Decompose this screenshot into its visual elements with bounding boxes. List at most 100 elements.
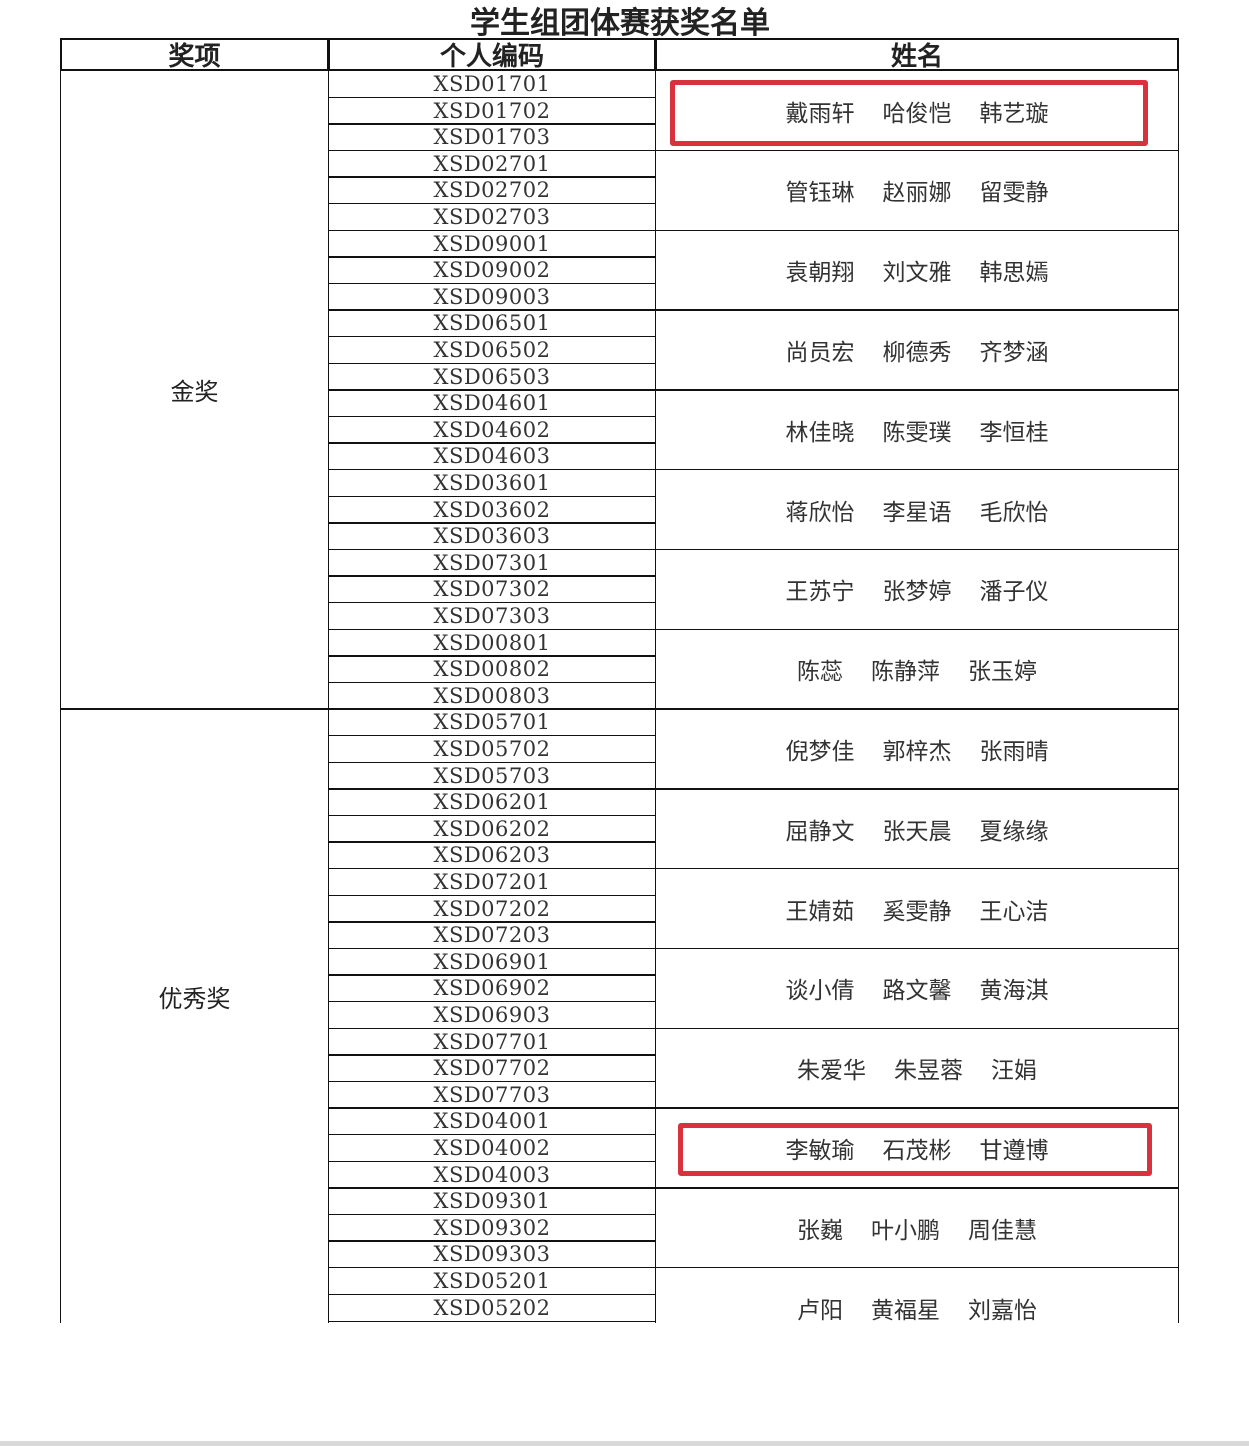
student-name: 刘嘉怡 — [968, 1297, 1037, 1323]
student-name: 朱昱蓉 — [894, 1058, 963, 1085]
student-name: 韩艺璇 — [979, 100, 1049, 127]
names-cell: 袁朝翔 刘文雅 韩思嫣 — [655, 229, 1179, 311]
student-name: 朱爱华 — [797, 1058, 866, 1085]
highlight-box — [678, 1123, 1152, 1177]
student-name: 叶小鹏 — [871, 1217, 940, 1244]
code-cell: XSD03603 — [328, 522, 656, 551]
student-name: 倪梦佳 — [785, 739, 855, 766]
student-name: 王婧茹 — [785, 898, 855, 925]
award-cell: 优秀奖 — [60, 708, 329, 1323]
student-name: 赵丽娜 — [882, 180, 952, 207]
student-name: 王心洁 — [979, 898, 1049, 925]
code-cell: XSD07202 — [328, 894, 656, 923]
code-cell: XSD04603 — [328, 442, 656, 471]
names-cell: 李敏瑜 石茂彬 甘遵博 — [655, 1107, 1179, 1189]
code-cell: XSD06901 — [328, 947, 656, 976]
student-name: 林佳晓 — [785, 419, 855, 446]
code-cell: XSD05201 — [328, 1267, 656, 1296]
student-name: 张天晨 — [882, 818, 952, 845]
award-cell: 金奖 — [60, 70, 329, 710]
names-cell: 戴雨轩 哈俊恺 韩艺璇 — [655, 70, 1179, 152]
header-name: 姓名 — [655, 38, 1179, 72]
names-cell: 朱爱华 朱昱蓉 汪娟 — [655, 1027, 1179, 1109]
student-name: 李敏瑜 — [785, 1138, 855, 1165]
code-cell: XSD04602 — [328, 415, 656, 444]
student-name: 张巍 — [797, 1217, 843, 1244]
student-name: 汪娟 — [991, 1058, 1037, 1085]
code-cell: XSD01701 — [328, 70, 656, 99]
code-cell: XSD06903 — [328, 1001, 656, 1030]
names-cell: 倪梦佳 郭梓杰 张雨晴 — [655, 708, 1179, 790]
student-name: 王苏宁 — [785, 579, 855, 606]
names-cell: 屈静文 张天晨 夏缘缘 — [655, 788, 1179, 870]
code-cell: XSD04601 — [328, 389, 656, 418]
code-cell: XSD09301 — [328, 1187, 656, 1216]
student-name: 石茂彬 — [882, 1138, 952, 1165]
student-name: 黄海淇 — [979, 978, 1049, 1005]
student-name: 黄福星 — [871, 1297, 940, 1323]
student-name: 柳德秀 — [882, 340, 952, 367]
code-cell: XSD01702 — [328, 96, 656, 125]
names-cell: 尚员宏 柳德秀 齐梦涵 — [655, 309, 1179, 391]
code-cell: XSD00802 — [328, 655, 656, 684]
code-cell: XSD09302 — [328, 1213, 656, 1242]
code-cell: XSD07301 — [328, 548, 656, 577]
code-cell: XSD03602 — [328, 495, 656, 524]
student-name: 潘子仪 — [979, 579, 1049, 606]
student-name: 李恒桂 — [979, 419, 1049, 446]
code-cell: XSD07302 — [328, 575, 656, 604]
code-cell: XSD06201 — [328, 788, 656, 817]
divider — [0, 1441, 1249, 1446]
code-cell: XSD04002 — [328, 1134, 656, 1163]
student-name: 戴雨轩 — [785, 100, 855, 127]
student-name: 蒋欣怡 — [785, 499, 855, 526]
student-name: 张玉婷 — [968, 659, 1037, 686]
student-name: 刘文雅 — [882, 260, 952, 287]
code-cell: XSD07701 — [328, 1027, 656, 1056]
code-cell: XSD07702 — [328, 1054, 656, 1083]
code-cell: XSD06202 — [328, 814, 656, 843]
student-name: 韩思嫣 — [979, 260, 1049, 287]
names-cell: 王苏宁 张梦婷 潘子仪 — [655, 548, 1179, 631]
student-name: 奚雯静 — [882, 898, 952, 925]
student-name: 谈小倩 — [785, 978, 855, 1005]
code-cell: XSD07303 — [328, 602, 656, 631]
code-cell: XSD06902 — [328, 974, 656, 1003]
student-name: 周佳慧 — [968, 1217, 1037, 1244]
student-name: 李星语 — [882, 499, 952, 526]
student-name: 尚员宏 — [785, 340, 855, 367]
code-cell: XSD07203 — [328, 921, 656, 950]
code-cell: XSD09001 — [328, 229, 656, 258]
code-cell: XSD00803 — [328, 681, 656, 710]
code-cell: XSD01703 — [328, 123, 656, 152]
student-name: 毛欣怡 — [979, 499, 1049, 526]
code-cell: XSD07201 — [328, 868, 656, 897]
code-cell: XSD05703 — [328, 761, 656, 790]
student-name: 甘遵博 — [979, 1138, 1049, 1165]
names-cell: 谈小倩 路文馨 黄海淇 — [655, 947, 1179, 1030]
names-cell: 卢阳 黄福星 刘嘉怡 — [655, 1267, 1179, 1323]
student-name: 陈蕊 — [797, 659, 843, 686]
document-title: 学生组团体赛获奖名单 — [470, 6, 770, 41]
code-cell: XSD00801 — [328, 628, 656, 657]
code-cell: XSD05202 — [328, 1293, 656, 1322]
student-name: 卢阳 — [797, 1297, 843, 1323]
student-name: 张雨晴 — [979, 739, 1049, 766]
code-cell: XSD03601 — [328, 469, 656, 498]
code-cell: XSD04001 — [328, 1107, 656, 1136]
names-cell: 林佳晓 陈雯璞 李恒桂 — [655, 389, 1179, 471]
student-name: 袁朝翔 — [785, 260, 855, 287]
code-cell: XSD06203 — [328, 841, 656, 870]
names-cell: 管钰琳 赵丽娜 留雯静 — [655, 149, 1179, 232]
code-cell: XSD09002 — [328, 256, 656, 285]
names-cell: 王婧茹 奚雯静 王心洁 — [655, 868, 1179, 950]
code-cell: XSD06501 — [328, 309, 656, 338]
student-name: 陈静萍 — [871, 659, 940, 686]
highlight-box — [670, 80, 1148, 146]
names-cell: 张巍 叶小鹏 周佳慧 — [655, 1187, 1179, 1269]
names-cell: 陈蕊 陈静萍 张玉婷 — [655, 628, 1179, 710]
code-cell: XSD05702 — [328, 735, 656, 764]
student-name: 张梦婷 — [882, 579, 952, 606]
code-cell: XSD09003 — [328, 282, 656, 311]
student-name: 齐梦涵 — [979, 340, 1049, 367]
